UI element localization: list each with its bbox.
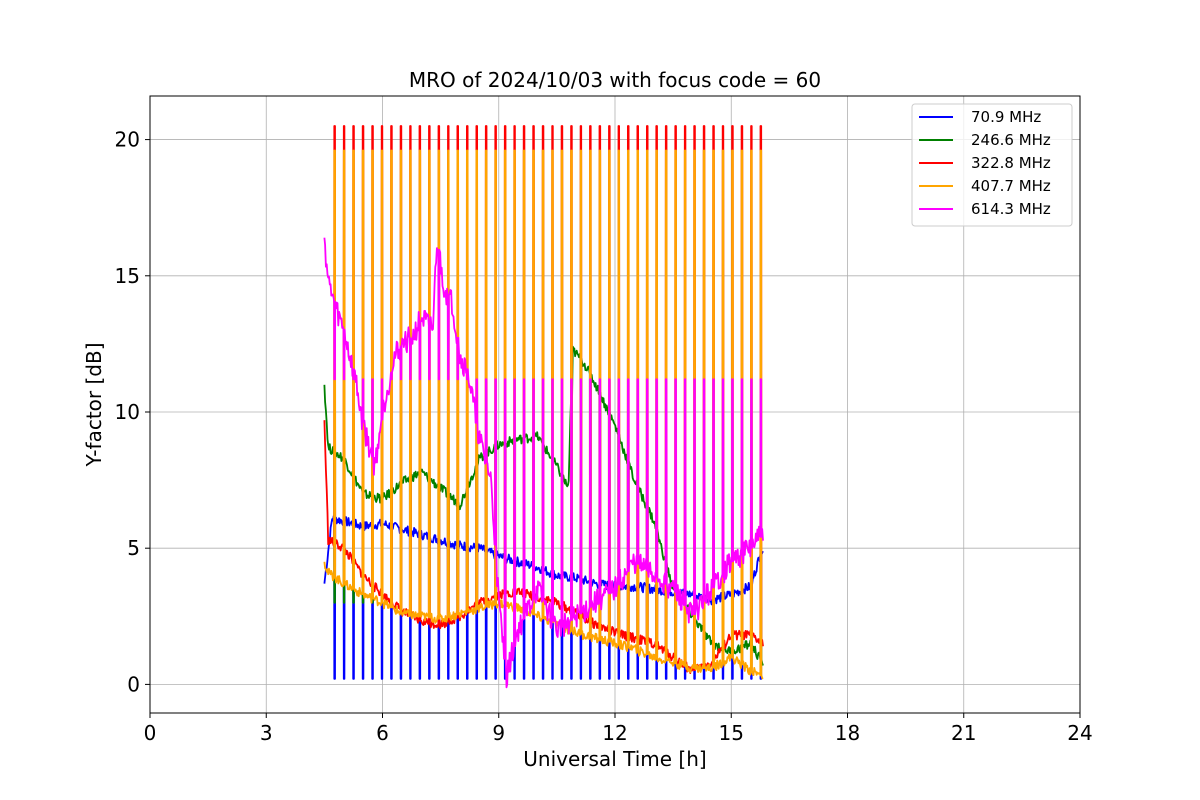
y-tick-label: 20 [115,128,140,152]
x-tick-label: 3 [260,721,273,745]
legend: 70.9 MHz 246.6 MHz 322.8 MHz 407.7 MHz 614.3… [911,103,1073,227]
x-axis-ticks: 0 3 6 9 12 15 18 21 24 [144,713,1093,745]
plot-area [323,125,764,689]
x-tick-label: 18 [835,721,860,745]
series-layer [323,125,764,689]
x-tick-label: 15 [719,721,744,745]
legend-label-1: 246.6 MHz [971,131,1051,149]
x-axis-label: Universal Time [h] [523,747,706,771]
legend-label-0: 70.9 MHz [971,108,1041,126]
series-line-3 [323,149,764,680]
legend-label-4: 614.3 MHz [971,200,1051,218]
y-tick-label: 5 [127,536,140,560]
y-tick-label: 15 [115,264,140,288]
y-axis-label: Y-factor [dB] [82,342,106,467]
x-tick-label: 21 [951,721,976,745]
legend-label-2: 322.8 MHz [971,154,1051,172]
y-tick-label: 0 [127,672,140,696]
chart-title: MRO of 2024/10/03 with focus code = 60 [409,68,821,92]
legend-label-3: 407.7 MHz [971,177,1051,195]
x-tick-label: 12 [602,721,627,745]
x-tick-label: 24 [1067,721,1092,745]
series-line-4 [323,237,764,689]
x-tick-label: 0 [144,721,157,745]
y-axis-ticks: 0 5 10 15 20 [115,128,150,696]
y-tick-label: 10 [115,400,140,424]
x-tick-label: 6 [376,721,389,745]
x-tick-label: 9 [492,721,505,745]
legend-box [911,103,1073,227]
